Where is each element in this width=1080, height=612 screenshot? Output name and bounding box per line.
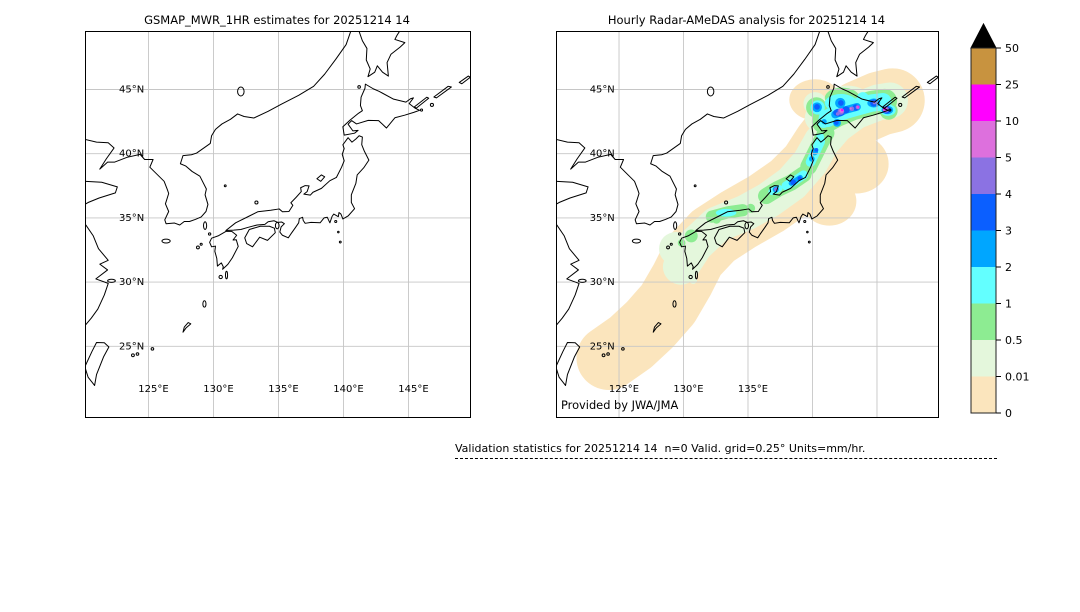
gsmap-map: 45°N 40°N 35°N 30°N 25°N 125°E 130°E 135…	[85, 31, 471, 418]
colorbar-segment	[971, 303, 996, 340]
right-map-title: Hourly Radar-AMeDAS analysis for 2025121…	[607, 13, 886, 27]
lat-label: 30°N	[590, 277, 615, 288]
lon-label: 145°E	[398, 384, 428, 395]
precipitation-layer	[576, 68, 925, 390]
lon-label: 125°E	[609, 384, 639, 395]
colorbar-segment	[971, 194, 996, 231]
colorbar-segment	[971, 230, 996, 267]
lat-label: 45°N	[590, 84, 615, 95]
lat-label: 30°N	[119, 277, 144, 288]
colorbar-segment	[971, 121, 996, 158]
lat-label: 45°N	[119, 85, 144, 96]
colorbar: 50 25 10 5 4 3 2 1 0.5 0.01 0	[970, 22, 1030, 420]
colorbar-ticks	[996, 47, 1001, 414]
lon-label: 140°E	[333, 384, 363, 395]
lat-labels: 45°N 40°N 35°N 30°N 25°N	[119, 85, 144, 353]
colorbar-tick-labels: 50 25 10 5 4 3 2 1 0.5 0.01 0	[1005, 42, 1030, 420]
credit-label: Provided by JWA/JMA	[561, 398, 678, 412]
lat-label: 35°N	[590, 213, 615, 224]
colorbar-tick-label: 0	[1005, 407, 1012, 420]
lat-label: 40°N	[119, 149, 144, 160]
colorbar-tick-label: 3	[1005, 225, 1012, 238]
colorbar-tick-label: 10	[1005, 115, 1019, 128]
lon-label: 130°E	[673, 384, 703, 395]
colorbar-segment	[971, 376, 996, 413]
footer-note: Validation statistics for 20251214 14 n=…	[455, 442, 997, 459]
lon-label: 135°E	[738, 384, 768, 395]
colorbar-tick-label: 0.01	[1005, 371, 1030, 384]
lat-label: 25°N	[590, 341, 615, 352]
lon-label: 125°E	[138, 384, 168, 395]
colorbar-tick-label: 50	[1005, 42, 1019, 55]
colorbar-segment	[971, 84, 996, 121]
colorbar-tick-label: 1	[1005, 298, 1012, 311]
colorbar-segment	[971, 48, 996, 85]
colorbar-segment	[971, 157, 996, 194]
lon-label: 130°E	[203, 384, 233, 395]
colorbar-tick-label: 4	[1005, 188, 1012, 201]
colorbar-tick-label: 0.5	[1005, 334, 1023, 347]
lon-labels: 125°E 130°E 135°E 140°E 145°E	[138, 384, 428, 395]
colorbar-tick-label: 25	[1005, 79, 1019, 92]
left-map-title: GSMAP_MWR_1HR estimates for 20251214 14	[144, 13, 410, 27]
lat-label: 40°N	[590, 149, 615, 160]
colorbar-tick-label: 5	[1005, 152, 1012, 165]
radar-amedas-map: 45°N 40°N 35°N 30°N 25°N 125°E 130°E 135…	[556, 31, 939, 418]
colorbar-segment	[971, 267, 996, 304]
colorbar-overflow-triangle	[970, 22, 997, 49]
lat-labels: 45°N 40°N 35°N 30°N 25°N	[590, 84, 615, 352]
lat-label: 25°N	[119, 341, 144, 352]
colorbar-segments	[970, 47, 997, 414]
lat-label: 35°N	[119, 213, 144, 224]
lon-labels: 125°E 130°E 135°E	[609, 384, 768, 395]
colorbar-tick-label: 2	[1005, 261, 1012, 274]
colorbar-segment	[971, 340, 996, 377]
lon-label: 135°E	[268, 384, 298, 395]
